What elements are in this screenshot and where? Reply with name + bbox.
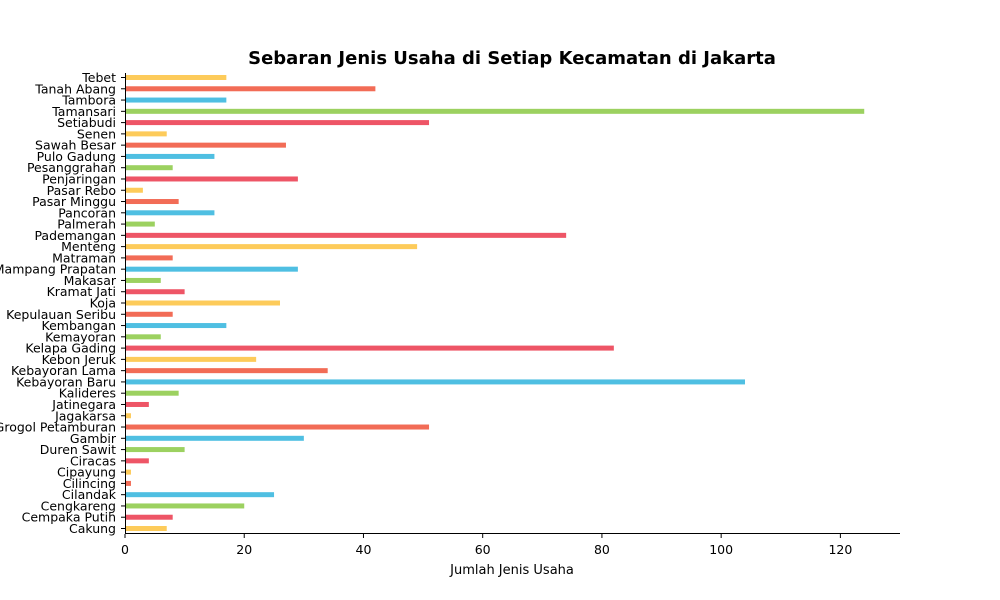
y-tick-label: Tambora (61, 93, 116, 108)
bar (125, 142, 286, 148)
bar (125, 176, 298, 182)
x-tick-label: 120 (828, 542, 852, 557)
bar (125, 323, 227, 329)
bar (125, 153, 215, 159)
y-tick-label: Kebayoran Baru (16, 374, 116, 389)
y-tick-label: Kemayoran (45, 329, 116, 344)
bar (125, 300, 280, 306)
y-tick-label: Sawah Besar (35, 138, 117, 153)
y-tick-label: Grogol Petamburan (0, 420, 116, 435)
y-tick-label: Kepulauan Seribu (6, 307, 116, 322)
y-tick-label: Makasar (64, 273, 117, 288)
bar (125, 334, 161, 340)
bar (125, 379, 745, 385)
y-tick-label: Menteng (61, 239, 116, 254)
y-tick-label: Pesanggrahan (27, 160, 116, 175)
y-tick-label: Pasar Rebo (47, 183, 116, 198)
bar (125, 97, 227, 103)
bar (125, 289, 185, 295)
bar (125, 266, 298, 272)
bar (125, 368, 328, 374)
x-tick-label: 40 (356, 542, 372, 557)
y-tick-label: Ciracas (70, 453, 116, 468)
bar (125, 435, 304, 441)
x-tick-label: 0 (121, 542, 129, 557)
y-tick-label: Gambir (70, 431, 117, 446)
y-tick-label: Cilincing (63, 476, 116, 491)
bar (125, 413, 131, 419)
bar (125, 401, 149, 407)
y-tick-label: Kalideres (59, 386, 116, 401)
x-ticks: 0 20 40 60 80 100 120 (121, 534, 852, 557)
y-tick-label: Pasar Minggu (32, 194, 116, 209)
y-tick-label: Senen (77, 126, 116, 141)
y-tick-label: Jagakarsa (54, 408, 116, 423)
y-tick-label: Tamansari (51, 104, 116, 119)
bar (125, 210, 215, 216)
y-tick-label: Setiabudi (57, 115, 116, 130)
bar (125, 503, 245, 509)
y-tick-label: Pancoran (58, 205, 116, 220)
y-tick-label: Pulo Gadung (37, 149, 116, 164)
bar (125, 108, 865, 114)
bar (125, 120, 430, 126)
y-tick-label: Jatinegara (51, 397, 116, 412)
bar (125, 390, 179, 396)
bar (125, 255, 173, 261)
y-tick-label: Cipayung (57, 465, 116, 480)
bar (125, 244, 418, 250)
y-tick-label: Cilandak (62, 487, 117, 502)
y-tick-label: Kelapa Gading (25, 341, 116, 356)
bar (125, 187, 143, 193)
y-tick-label: Mampang Prapatan (0, 262, 116, 277)
bar (125, 514, 173, 520)
bar (125, 86, 376, 92)
bar (125, 232, 567, 238)
y-tick-label: Tanah Abang (34, 81, 116, 96)
bar (125, 221, 155, 227)
y-tick-label: Cakung (69, 521, 116, 536)
x-tick-label: 20 (236, 542, 252, 557)
x-axis-label: Jumlah Jenis Usaha (449, 563, 574, 578)
bars-group (125, 75, 865, 531)
y-tick-label: Kebon Jeruk (42, 352, 117, 367)
bar (125, 277, 161, 283)
bar (125, 424, 430, 430)
y-tick-label: Duren Sawit (40, 442, 116, 457)
x-tick-label: 60 (475, 542, 491, 557)
bar (125, 356, 257, 362)
bar (125, 480, 131, 486)
y-tick-label: Kebayoran Lama (11, 363, 116, 378)
bar (125, 131, 167, 137)
x-tick-label: 80 (594, 542, 610, 557)
y-tick-label: Kramat Jati (47, 284, 116, 299)
y-tick-label: Koja (90, 296, 116, 311)
bar (125, 447, 185, 453)
y-tick-label: Matraman (52, 250, 116, 265)
bar (125, 165, 173, 171)
bar (125, 469, 131, 475)
y-tick-label: Penjaringan (42, 171, 116, 186)
y-tick-label: Kembangan (42, 318, 116, 333)
bar (125, 492, 275, 498)
y-tick-label: Tebet (81, 70, 116, 85)
y-tick-label: Cempaka Putih (22, 510, 116, 525)
y-tick-label: Cengkareng (41, 498, 116, 513)
bar (125, 311, 173, 317)
y-tick-label: Palmerah (57, 217, 116, 232)
x-tick-label: 100 (709, 542, 733, 557)
bar (125, 199, 179, 205)
bar (125, 75, 227, 80)
bar (125, 345, 614, 351)
bar (125, 458, 149, 464)
chart-title: Sebaran Jenis Usaha di Setiap Kecamatan … (248, 48, 776, 69)
bar (125, 526, 167, 531)
y-tick-label: Pademangan (34, 228, 116, 243)
